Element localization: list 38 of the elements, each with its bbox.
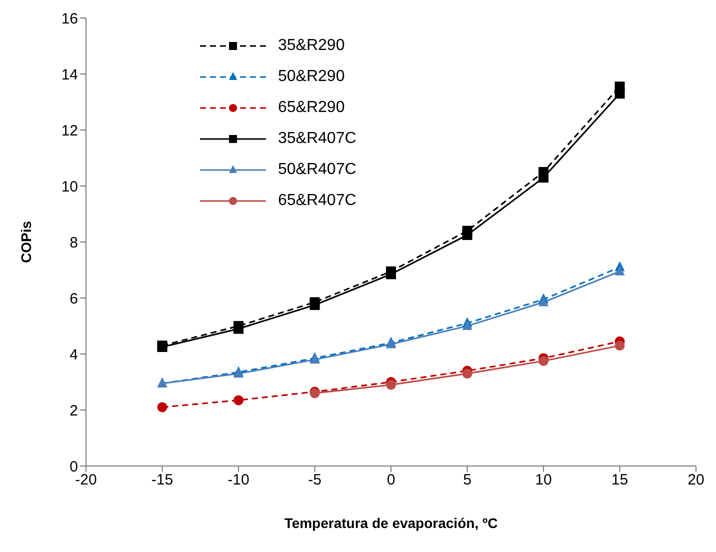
x-tick-label: -5 [308,472,322,489]
point [614,265,625,276]
point [462,230,472,240]
legend-label: 35&R290 [278,36,345,54]
point [538,356,548,366]
legend-label: 65&R407C [278,192,356,210]
point [614,88,625,99]
legend-label: 35&R407C [278,130,356,148]
x-tick-label: 10 [535,472,552,489]
y-tick-label: 8 [70,234,78,252]
point [462,368,472,379]
y-tick-label: 16 [61,10,78,28]
point [538,296,548,306]
point [386,380,396,390]
y-tick-label: 14 [61,66,78,84]
x-tick-label: -10 [228,472,250,489]
point [614,340,625,351]
y-axis-title: COPis [18,220,34,264]
point [157,402,168,412]
y-tick-label: 0 [70,458,78,476]
x-tick-label: 5 [463,472,472,489]
y-tick-label: 6 [70,290,78,308]
x-tick-label: 20 [688,472,704,489]
legend-label: 50&R407C [278,160,356,178]
x-tick-label: -20 [75,472,97,489]
legend-label: 50&R290 [278,68,345,86]
point [234,395,244,406]
x-tick-label: 15 [611,472,628,489]
point [310,300,320,310]
x-axis-title: Temperatura de evaporación, ºC [284,515,498,531]
y-tick-label: 12 [61,122,78,140]
legend-label: 65&R290 [278,98,345,116]
y-tick-label: 4 [70,346,78,364]
x-tick-label: 0 [386,472,396,489]
y-tick-label: 10 [61,178,78,196]
y-tick-label: 2 [70,402,78,420]
point [462,320,472,330]
x-tick-label: -15 [151,472,174,489]
